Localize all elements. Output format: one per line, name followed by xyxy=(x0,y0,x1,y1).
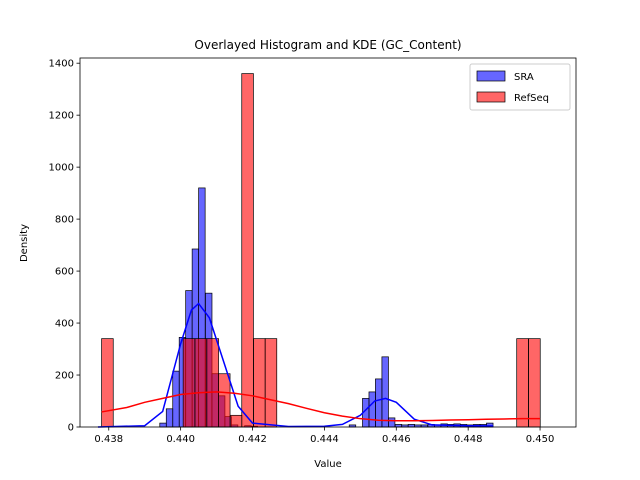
kde-line-refseq xyxy=(101,391,541,422)
x-tick-label: 0.438 xyxy=(94,434,123,445)
y-tick-label: 1400 xyxy=(49,59,74,70)
chart-title: Overlayed Histogram and KDE (GC_Content) xyxy=(194,38,461,52)
x-tick-label: 0.446 xyxy=(382,434,411,445)
y-tick-label: 1200 xyxy=(49,111,74,122)
x-tick-label: 0.440 xyxy=(166,434,195,445)
legend-swatch-sra xyxy=(476,70,506,82)
bar-refseq-5 xyxy=(229,414,243,428)
legend-label-refseq: RefSeq xyxy=(514,93,549,104)
bar-refseq-0 xyxy=(101,338,114,428)
y-axis-label: Density xyxy=(19,224,30,262)
y-tick-label: 1000 xyxy=(49,163,74,174)
bar-refseq-1 xyxy=(182,338,196,428)
x-tick-label: 0.442 xyxy=(238,434,267,445)
axes-frame xyxy=(79,57,577,428)
y-tick-label: 800 xyxy=(55,215,74,226)
bar-sra-2 xyxy=(172,370,180,428)
axes: 0.438 0.440 0.442 0.444 0.446 0.448 0.450 0 200 4… xyxy=(49,57,577,445)
bar-refseq-8 xyxy=(264,338,278,428)
legend-label-sra: SRA xyxy=(514,72,534,83)
legend-swatch-refseq xyxy=(476,91,506,103)
kde-line-sra xyxy=(97,302,494,428)
bar-refseq-7 xyxy=(253,338,266,428)
bar-sra-18 xyxy=(381,356,389,428)
y-tick-label: 200 xyxy=(55,371,74,382)
x-axis-label: Value xyxy=(314,459,341,470)
bar-refseq-2 xyxy=(194,338,208,428)
bar-refseq-3 xyxy=(206,338,219,428)
bar-refseq-4 xyxy=(218,373,231,428)
x-tick-label: 0.448 xyxy=(454,434,483,445)
bar-sra-0 xyxy=(159,422,167,428)
bar-refseq-6 xyxy=(241,73,254,428)
bar-sra-19 xyxy=(388,417,396,428)
bar-refseq-10 xyxy=(528,338,541,428)
x-tick-label: 0.450 xyxy=(526,434,555,445)
legend: SRA RefSeq xyxy=(469,63,571,111)
y-tick-label: 0 xyxy=(68,423,74,434)
bar-sra-16 xyxy=(368,391,376,428)
y-tick-label: 600 xyxy=(55,267,74,278)
plot-area xyxy=(97,73,541,428)
y-tick-label: 400 xyxy=(55,319,74,330)
bar-refseq-9 xyxy=(516,338,529,428)
bar-sra-1 xyxy=(165,408,174,428)
x-tick-label: 0.444 xyxy=(310,434,339,445)
